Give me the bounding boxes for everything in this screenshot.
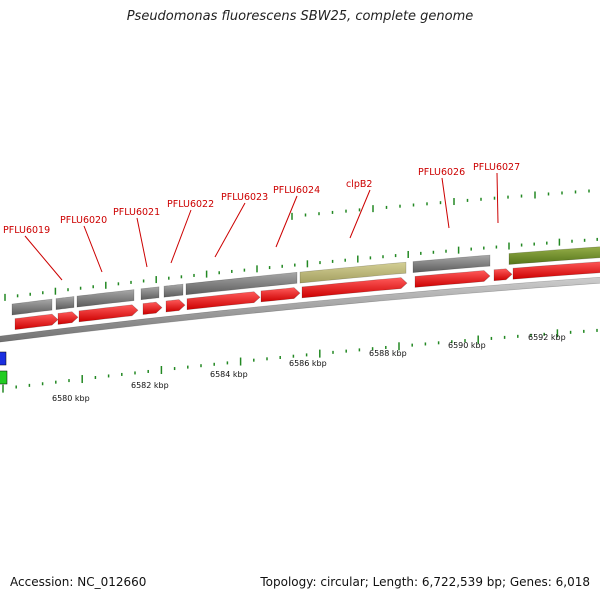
cds-arrow-2 (57, 311, 79, 325)
gene-block-next (508, 246, 600, 265)
accession-text: Accession: NC_012660 (10, 575, 147, 589)
feature-tracks (0, 246, 600, 385)
kbp-label-3: 6584 kbp (210, 370, 248, 379)
gene-label-pflu6022: PFLU6022 (167, 199, 214, 210)
leader-line-5 (214, 202, 246, 258)
gene-block-4 (140, 286, 160, 301)
kbp-label-5: 6588 kbp (369, 349, 407, 358)
leader-line-8 (441, 177, 450, 229)
cds-arrow-1 (14, 313, 59, 330)
blue-feature-stub (0, 351, 7, 366)
gene-block-2 (55, 296, 75, 310)
gene-block-1 (11, 298, 53, 316)
gene-labels: PFLU6019 PFLU6020 PFLU6021 PFLU6022 PFLU6023… (3, 162, 520, 236)
leader-line-1 (24, 235, 63, 281)
leader-line-4 (170, 209, 192, 264)
cds-arrow-6 (186, 291, 261, 311)
gene-label-pflu6021: PFLU6021 (113, 207, 160, 218)
leader-line-9 (496, 172, 499, 224)
kbp-label-2: 6582 kbp (131, 381, 169, 390)
kbp-label-6: 6590 kbp (448, 341, 486, 350)
genome-backbone (0, 276, 600, 343)
gene-label-pflu6020: PFLU6020 (60, 215, 107, 226)
label-leader-lines (24, 172, 499, 281)
leader-line-6 (275, 195, 298, 248)
kbp-label-7: 6592 kbp (528, 333, 566, 342)
leader-line-3 (136, 217, 148, 268)
kbp-label-1: 6580 kbp (52, 394, 90, 403)
cds-arrow-5 (165, 299, 186, 313)
gene-block-clpb2 (299, 261, 407, 284)
gene-block-3 (76, 289, 135, 308)
gene-label-pflu6019: PFLU6019 (3, 225, 50, 236)
gene-label-pflu6026: PFLU6026 (418, 167, 465, 178)
tick-marks (2, 189, 598, 393)
cds-arrow-7 (260, 287, 301, 303)
gene-block-6 (185, 271, 298, 296)
map-title: Pseudomonas fluorescens SBW25, complete … (126, 9, 474, 24)
cds-arrow-3 (78, 304, 139, 323)
gene-block-5 (163, 283, 184, 298)
gene-label-pflu6023: PFLU6023 (221, 192, 268, 203)
cds-arrow-11 (512, 261, 600, 280)
cds-arrow-8 (301, 277, 408, 299)
gene-label-pflu6027: PFLU6027 (473, 162, 520, 173)
kbp-labels: 6580 kbp 6582 kbp 6584 kbp 6586 kbp 6588 kbp… (52, 333, 566, 403)
gene-label-clpb2: clpB2 (346, 179, 372, 190)
leader-line-2 (83, 225, 103, 273)
cds-arrow-10 (493, 268, 513, 282)
kbp-label-4: 6586 kbp (289, 359, 327, 368)
cds-arrow-4 (142, 301, 163, 315)
green-feature-stub (0, 370, 8, 385)
genome-stats-text: Topology: circular; Length: 6,722,539 bp… (260, 575, 590, 589)
gene-block-pflu6026 (412, 254, 491, 273)
cds-arrow-9 (414, 270, 491, 288)
leader-line-7 (349, 189, 371, 239)
gene-label-pflu6024: PFLU6024 (273, 185, 320, 196)
